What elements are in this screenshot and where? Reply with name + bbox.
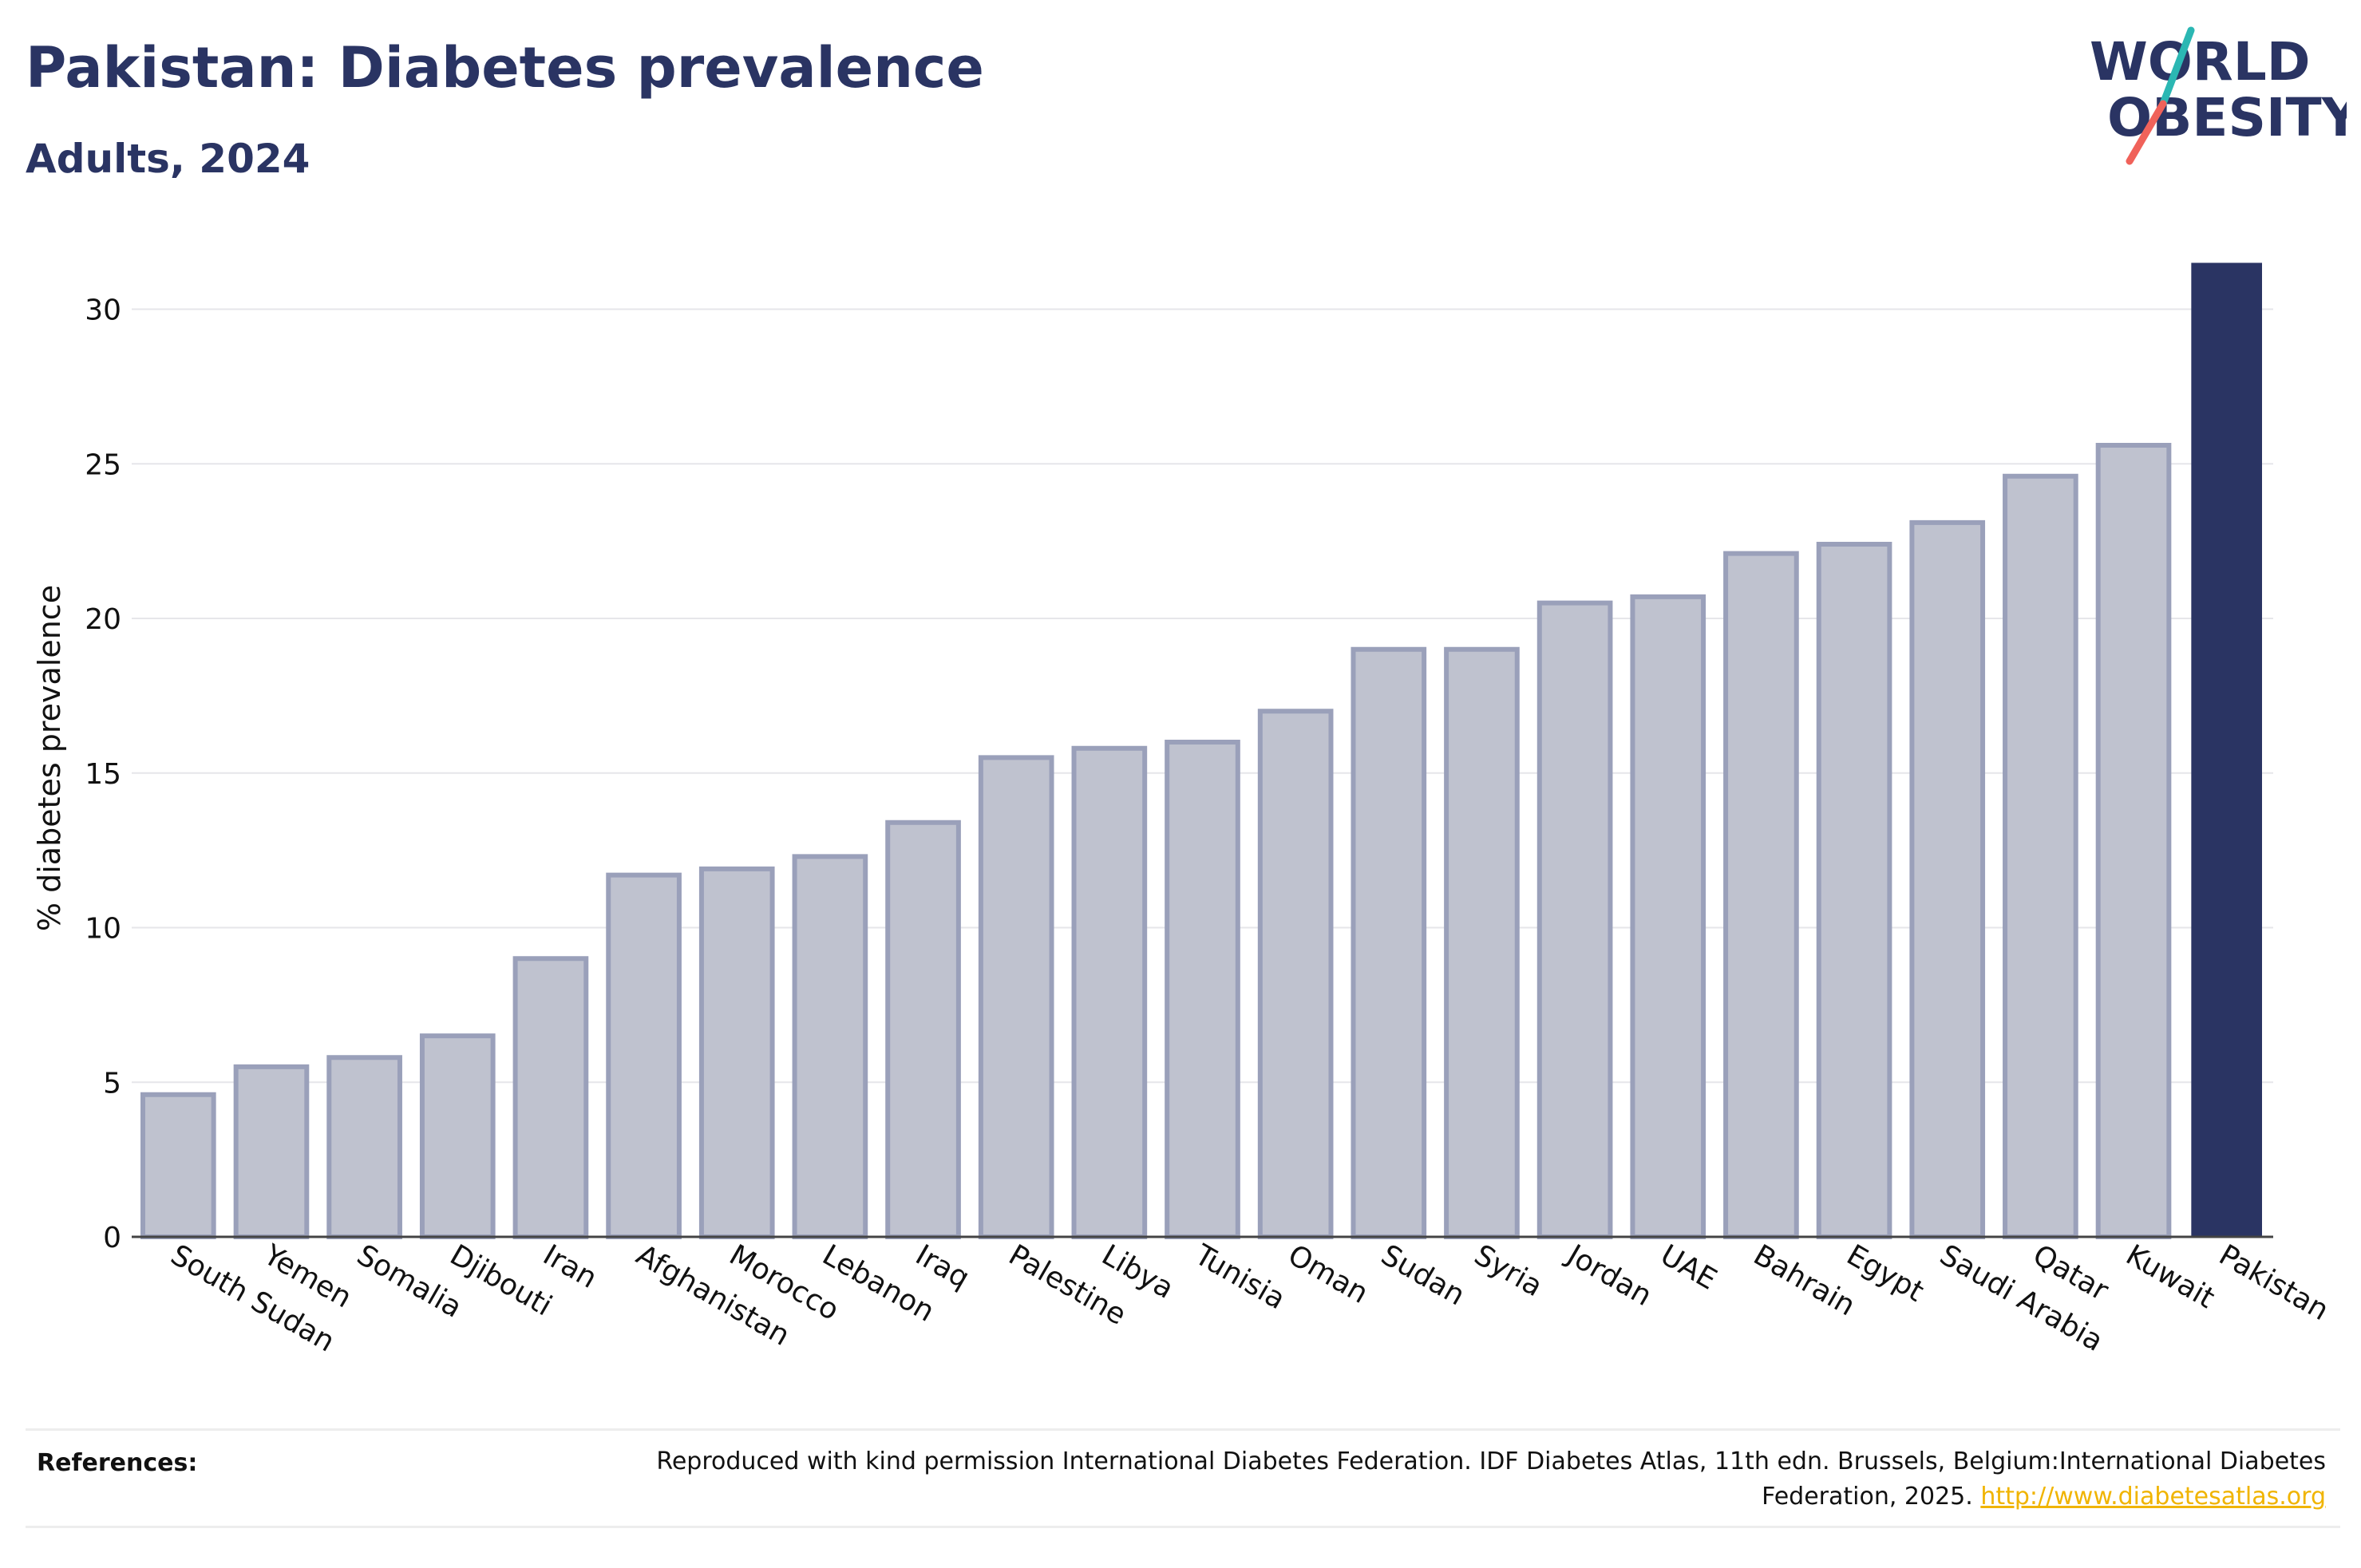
x-tick-label: Sudan	[1375, 1238, 1470, 1312]
bar-saudi-arabia	[1909, 519, 1986, 1239]
y-tick-label: 25	[85, 448, 121, 481]
bar-layer	[140, 263, 2263, 1239]
x-tick-label: Iraq	[910, 1238, 975, 1295]
footer-top-rule	[26, 1428, 2340, 1431]
x-tick-label: Kuwait	[2121, 1238, 2221, 1315]
x-tick-label: Iran	[537, 1238, 602, 1295]
logo-slash-coral	[2126, 100, 2167, 165]
logo-word-world: WORLD	[2090, 31, 2311, 93]
y-tick-label: 20	[85, 603, 121, 636]
footer-bottom-rule	[26, 1526, 2340, 1528]
bar-sudan	[1351, 646, 1427, 1239]
bar-iran	[512, 956, 589, 1239]
y-tick-label: 10	[85, 913, 121, 946]
bar-oman	[1257, 709, 1334, 1239]
x-tick-label: Syria	[1469, 1238, 1548, 1303]
bar-somalia	[326, 1055, 402, 1239]
bar-djibouti	[419, 1033, 496, 1239]
y-tick-label: 15	[85, 758, 121, 791]
y-tick-label: 5	[103, 1067, 121, 1100]
bar-south-sudan	[140, 1092, 216, 1239]
bar-palestine	[978, 755, 1054, 1239]
x-tick-label: Somalia	[351, 1238, 467, 1325]
x-tick-label: Djibouti	[445, 1238, 557, 1322]
references-label: References:	[37, 1449, 198, 1477]
y-axis-title: % diabetes prevalence	[32, 585, 67, 931]
logo-slash-teal	[2159, 26, 2195, 108]
bar-iraq	[885, 820, 961, 1239]
reference-link[interactable]: http://www.diabetesatlas.org	[1980, 1483, 2326, 1511]
bar-syria	[1444, 646, 1520, 1239]
bar-egypt	[1816, 542, 1892, 1239]
chart-subtitle: Adults, 2024	[26, 136, 310, 182]
references-text: Reproduced with kind permission Internat…	[570, 1444, 2326, 1515]
chart-title: Pakistan: Diabetes prevalence	[26, 35, 984, 101]
x-tick-label: Jordan	[1560, 1238, 1657, 1313]
y-tick-label: 30	[85, 294, 121, 327]
y-tick-label: 0	[103, 1222, 121, 1254]
bar-qatar	[2003, 473, 2078, 1239]
bar-tunisia	[1165, 740, 1240, 1239]
bar-kuwait	[2095, 443, 2172, 1239]
x-tick-label: Pakistan	[2213, 1238, 2334, 1327]
bar-uae	[1630, 594, 1706, 1239]
bar-bahrain	[1723, 551, 1799, 1239]
x-tick-label: UAE	[1655, 1238, 1722, 1296]
world-obesity-logo: WORLD OBESITY	[2090, 26, 2347, 165]
bar-lebanon	[792, 854, 868, 1239]
bar-afghanistan	[606, 872, 682, 1239]
bar-pakistan	[2191, 263, 2263, 1237]
x-tick-label: Oman	[1283, 1238, 1374, 1310]
reference-citation: Reproduced with kind permission Internat…	[656, 1448, 2326, 1511]
x-tick-label: Tunisia	[1188, 1238, 1291, 1316]
x-tick-label: Bahrain	[1748, 1238, 1861, 1322]
bar-libya	[1071, 745, 1148, 1239]
bar-jordan	[1536, 600, 1613, 1239]
bar-morocco	[698, 866, 775, 1239]
bar-yemen	[233, 1064, 310, 1239]
